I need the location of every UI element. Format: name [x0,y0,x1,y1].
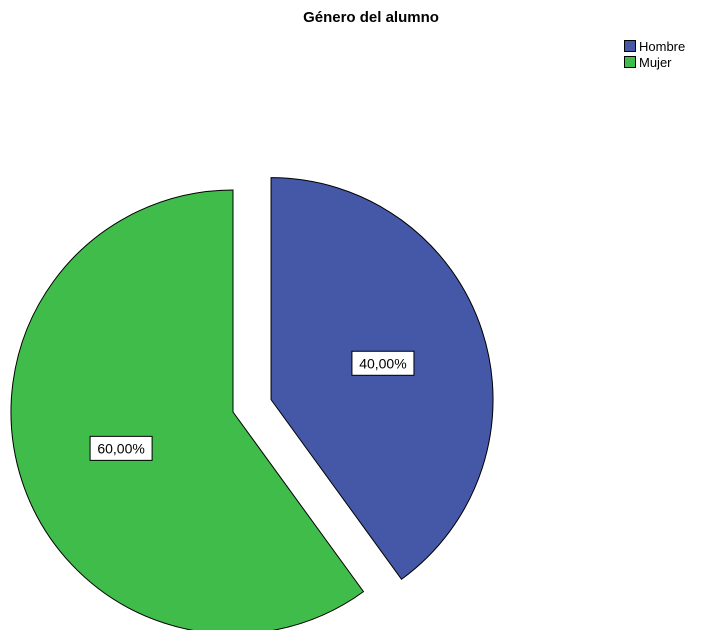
slice-label-box-mujer [89,435,153,461]
slice-label-hombre: 40,00% [351,350,415,376]
slice-label-text-hombre: 40,00% [359,355,406,371]
chart-title: Género del alumno [303,9,439,26]
pie-slice-mujer [10,189,365,630]
legend-item-hombre: Hombre [624,38,685,54]
legend-label-mujer: Mujer [639,54,672,70]
slice-label-text-mujer: 60,00% [97,440,144,456]
slice-label-box-hombre [351,350,415,376]
legend-swatch-mujer [624,56,636,68]
legend-label-hombre: Hombre [639,38,686,54]
legend: Hombre Mujer [624,38,685,70]
pie-slice-hombre [270,177,494,580]
slice-label-mujer: 60,00% [89,435,153,461]
legend-swatch-hombre [624,40,636,52]
legend-item-mujer: Mujer [624,54,685,70]
